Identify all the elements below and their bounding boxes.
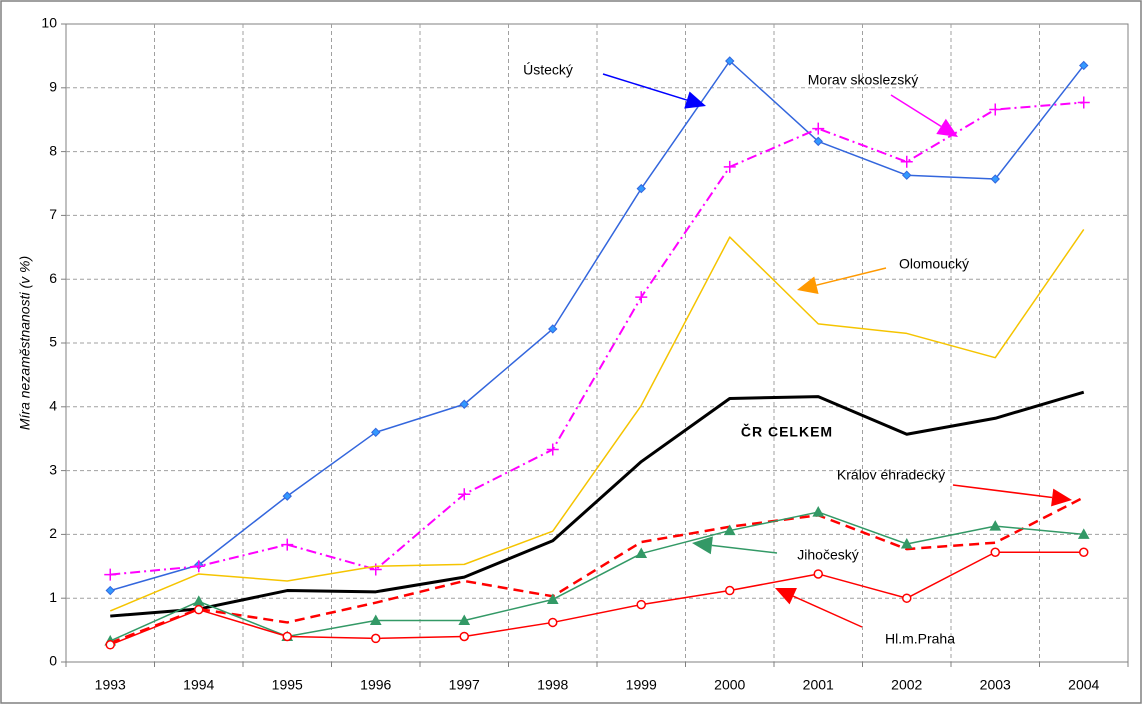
y-tick-label: 10 bbox=[41, 15, 57, 31]
x-tick-label: 1998 bbox=[537, 677, 568, 693]
marker bbox=[548, 324, 558, 334]
marker bbox=[902, 593, 912, 603]
series-annotation: Morav skoslezský bbox=[808, 72, 918, 88]
marker bbox=[371, 427, 381, 438]
x-tick-label: 1995 bbox=[272, 677, 303, 693]
annotation-arrow bbox=[952, 484, 1053, 499]
marker bbox=[900, 155, 913, 168]
marker bbox=[725, 56, 735, 66]
marker bbox=[105, 585, 115, 596]
arrow-head bbox=[936, 118, 958, 137]
marker bbox=[723, 160, 736, 173]
series-line bbox=[110, 101, 1084, 576]
y-tick-label: 7 bbox=[49, 206, 57, 222]
y-tick-label: 8 bbox=[49, 142, 57, 158]
x-tick-label: 1996 bbox=[360, 677, 391, 693]
series-line bbox=[109, 551, 1084, 646]
marker bbox=[636, 599, 646, 610]
series-line bbox=[109, 496, 1085, 645]
annotation-arrow bbox=[816, 267, 887, 286]
marker bbox=[194, 604, 204, 615]
y-axis-label: Míra nezaměstnanosti (v %) bbox=[17, 256, 33, 430]
y-tick-label: 6 bbox=[49, 270, 57, 286]
marker bbox=[369, 563, 382, 576]
marker bbox=[548, 617, 558, 628]
y-tick-label: 2 bbox=[49, 525, 57, 541]
marker bbox=[369, 614, 382, 626]
series-annotation: ČR CELKEM bbox=[741, 423, 833, 440]
marker bbox=[282, 491, 292, 501]
arrow-head bbox=[684, 91, 706, 109]
marker bbox=[813, 136, 823, 147]
series-annotation: Jihočeský bbox=[797, 547, 858, 563]
annotation-arrow bbox=[792, 595, 863, 628]
marker bbox=[282, 631, 292, 642]
marker bbox=[990, 547, 1000, 558]
marker bbox=[725, 585, 735, 596]
y-tick-label: 5 bbox=[49, 334, 57, 350]
x-tick-label: 2000 bbox=[714, 677, 745, 693]
annotation-arrow bbox=[711, 544, 778, 554]
marker bbox=[636, 183, 646, 194]
arrow-head bbox=[797, 276, 819, 294]
x-tick-label: 1999 bbox=[626, 677, 657, 693]
marker bbox=[459, 631, 469, 642]
marker bbox=[458, 488, 471, 501]
marker bbox=[1077, 96, 1090, 109]
marker bbox=[989, 103, 1002, 116]
marker bbox=[546, 443, 559, 456]
marker bbox=[990, 174, 1000, 184]
marker bbox=[1079, 60, 1089, 71]
series-line bbox=[109, 229, 1085, 612]
y-tick-label: 3 bbox=[49, 461, 57, 477]
marker bbox=[105, 640, 115, 650]
marker bbox=[812, 122, 825, 135]
marker bbox=[900, 537, 913, 549]
marker bbox=[1077, 528, 1090, 539]
y-tick-label: 4 bbox=[49, 398, 57, 414]
arrow-head bbox=[775, 587, 797, 605]
marker bbox=[458, 614, 471, 626]
x-tick-label: 2002 bbox=[891, 677, 922, 693]
marker bbox=[723, 524, 736, 536]
marker bbox=[902, 170, 912, 180]
series-annotation: Ústecký bbox=[523, 62, 573, 78]
series-annotation: Olomoucký bbox=[899, 256, 969, 272]
marker bbox=[635, 291, 648, 304]
marker bbox=[635, 547, 648, 559]
marker bbox=[812, 506, 825, 517]
x-tick-label: 2003 bbox=[980, 677, 1011, 693]
marker bbox=[813, 569, 823, 579]
series-line bbox=[109, 511, 1084, 642]
arrow-head bbox=[1051, 488, 1072, 507]
x-tick-label: 1993 bbox=[95, 677, 126, 693]
marker bbox=[104, 568, 117, 581]
marker bbox=[1079, 547, 1089, 558]
marker bbox=[192, 560, 205, 573]
x-tick-label: 1994 bbox=[183, 677, 214, 693]
marker bbox=[989, 520, 1002, 531]
series-line bbox=[110, 390, 1085, 618]
x-tick-label: 2004 bbox=[1068, 677, 1099, 693]
x-tick-label: 2001 bbox=[803, 677, 834, 693]
series-line bbox=[110, 60, 1085, 592]
y-tick-label: 9 bbox=[49, 79, 57, 95]
arrow-head bbox=[692, 536, 713, 555]
marker bbox=[459, 399, 469, 409]
x-tick-label: 1997 bbox=[449, 677, 480, 693]
annotation-arrow bbox=[890, 94, 942, 128]
marker bbox=[371, 633, 381, 644]
y-tick-label: 0 bbox=[49, 653, 57, 669]
annotation-arrow bbox=[602, 73, 688, 101]
series-annotation: Hl.m.Praha bbox=[885, 631, 955, 647]
marker bbox=[546, 593, 559, 604]
y-tick-label: 1 bbox=[49, 589, 57, 605]
series-annotation: Králov éhradecký bbox=[837, 467, 945, 483]
marker bbox=[281, 538, 294, 551]
